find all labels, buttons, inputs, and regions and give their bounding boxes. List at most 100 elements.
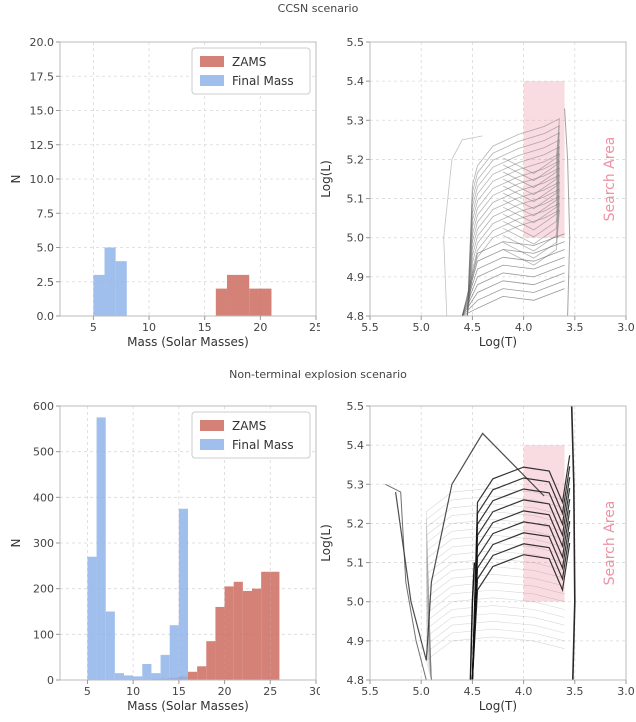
zams-bar bbox=[224, 586, 234, 680]
evolution-track bbox=[461, 233, 565, 316]
y-tick-label: 5.2 bbox=[347, 517, 365, 530]
zams-bar bbox=[188, 671, 198, 680]
evolution-track bbox=[425, 573, 565, 680]
final-mass-bar bbox=[169, 625, 179, 680]
evolution-track bbox=[395, 432, 545, 661]
final-mass-bar bbox=[115, 261, 127, 316]
evolution-track bbox=[466, 181, 560, 316]
evolution-track bbox=[462, 288, 565, 316]
y-tick-label: 4.8 bbox=[347, 310, 365, 323]
evolution-track bbox=[385, 483, 427, 680]
y-tick-label: 7.5 bbox=[37, 207, 55, 220]
evolution-track bbox=[466, 125, 560, 316]
final-mass-bar bbox=[114, 673, 124, 680]
y-tick-label: 5.0 bbox=[347, 596, 365, 609]
x-tick-label: 3.5 bbox=[566, 685, 584, 698]
legend-label: Final Mass bbox=[232, 438, 294, 452]
y-tick-label: 5.1 bbox=[347, 193, 365, 206]
evolution-track bbox=[461, 249, 565, 316]
legend-label: ZAMS bbox=[232, 419, 266, 433]
x-axis-label: Log(T) bbox=[479, 335, 517, 349]
zams-bar bbox=[226, 274, 250, 316]
evolution-track bbox=[466, 132, 560, 316]
evolution-track bbox=[425, 542, 565, 680]
y-tick-label: 0.0 bbox=[37, 310, 55, 323]
evolution-track bbox=[570, 406, 576, 680]
final-mass-bar bbox=[160, 654, 170, 680]
x-tick-label: 4.0 bbox=[515, 321, 533, 334]
evolution-track bbox=[466, 160, 560, 316]
evolution-track bbox=[425, 511, 565, 680]
evolution-track bbox=[425, 487, 565, 680]
y-tick-label: 100 bbox=[33, 628, 54, 641]
y-tick-label: 4.8 bbox=[347, 674, 365, 687]
evolution-track bbox=[425, 636, 565, 680]
y-tick-label: 10.0 bbox=[30, 173, 55, 186]
evolution-track bbox=[466, 118, 560, 316]
evolution-track bbox=[564, 108, 571, 316]
evolution-track bbox=[469, 562, 476, 680]
legend-swatch bbox=[200, 75, 224, 86]
x-tick-label: 5.0 bbox=[412, 321, 430, 334]
x-tick-label: 5 bbox=[84, 685, 91, 698]
x-tick-label: 5.0 bbox=[412, 685, 430, 698]
y-axis-label: N bbox=[9, 539, 23, 548]
x-axis-label: Log(T) bbox=[479, 699, 517, 713]
evolution-track bbox=[466, 202, 560, 316]
zams-bar bbox=[270, 571, 280, 680]
y-tick-label: 15.0 bbox=[30, 105, 55, 118]
evolution-track bbox=[461, 280, 565, 316]
x-tick-label: 3.0 bbox=[617, 685, 635, 698]
final-mass-bar bbox=[93, 274, 105, 316]
zams-bar bbox=[242, 590, 252, 680]
evolution-track bbox=[466, 174, 560, 316]
y-tick-label: 400 bbox=[33, 491, 54, 504]
zams-bar bbox=[261, 571, 271, 680]
zams-bar bbox=[233, 581, 243, 680]
evolution-track bbox=[425, 550, 565, 680]
zams-bar bbox=[215, 288, 227, 316]
final-mass-bar bbox=[104, 247, 116, 316]
plot-frame bbox=[369, 41, 627, 317]
evolution-track bbox=[461, 264, 565, 316]
plot-frame bbox=[369, 405, 627, 681]
x-tick-label: 20 bbox=[218, 685, 232, 698]
ccsn-mass-histogram: 5 10 15 20 25 0.0 2.5 5.0 7.5 10.0 12.5 15.0 17.5 20.… bbox=[9, 36, 320, 349]
final-mass-bar bbox=[151, 673, 161, 680]
final-mass-bar bbox=[133, 676, 143, 680]
zams-bar bbox=[252, 588, 262, 680]
final-mass-bar bbox=[124, 675, 134, 680]
zams-bar bbox=[197, 666, 207, 680]
final-mass-bar bbox=[142, 664, 152, 680]
zams-bar bbox=[206, 641, 216, 680]
evolution-track bbox=[461, 272, 565, 316]
search-area-label: Search Area bbox=[602, 137, 618, 222]
zams-bar bbox=[215, 606, 225, 680]
y-tick-label: 300 bbox=[33, 537, 54, 550]
x-axis-label: Mass (Solar Masses) bbox=[127, 335, 249, 349]
evolution-track bbox=[461, 241, 565, 316]
zams-bar bbox=[249, 288, 272, 316]
x-tick-label: 20 bbox=[253, 321, 267, 334]
evolution-track bbox=[443, 135, 483, 316]
x-tick-label: 5.5 bbox=[361, 321, 379, 334]
x-tick-label: 4.0 bbox=[515, 685, 533, 698]
y-tick-label: 500 bbox=[33, 446, 54, 459]
legend-swatch bbox=[200, 420, 224, 431]
evolution-track bbox=[466, 195, 560, 316]
evolution-track bbox=[425, 534, 565, 680]
x-tick-label: 30 bbox=[309, 685, 320, 698]
x-tick-label: 10 bbox=[126, 685, 140, 698]
evolution-track bbox=[471, 455, 571, 680]
final-mass-bar bbox=[178, 508, 188, 680]
search-area-label: Search Area bbox=[602, 501, 618, 586]
x-tick-label: 10 bbox=[142, 321, 156, 334]
evolution-track bbox=[425, 495, 565, 680]
legend-label: ZAMS bbox=[232, 55, 266, 69]
evolution-track bbox=[461, 256, 565, 316]
evolution-track bbox=[466, 153, 560, 316]
x-tick-label: 5 bbox=[90, 321, 97, 334]
y-tick-label: 5.4 bbox=[347, 439, 365, 452]
y-axis-label: Log(L) bbox=[319, 160, 333, 197]
